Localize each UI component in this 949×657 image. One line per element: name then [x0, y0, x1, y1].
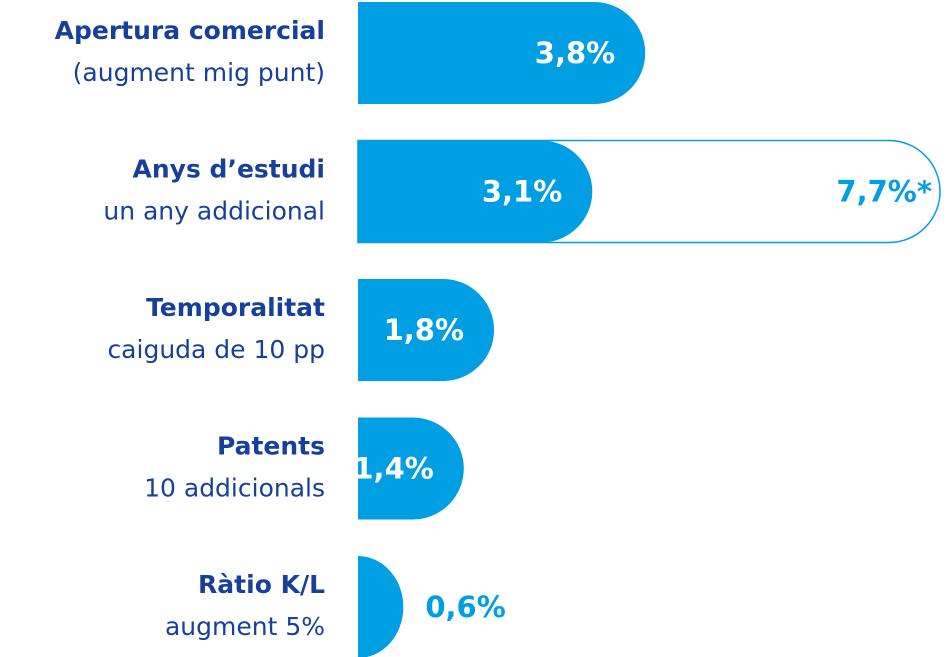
category-name: Ràtio K/L — [198, 570, 325, 599]
value-label: 1,8% — [384, 313, 464, 347]
bar — [358, 556, 404, 657]
category-subtitle: caiguda de 10 pp — [107, 335, 325, 364]
category-subtitle: augment 5% — [165, 612, 325, 641]
value-label: 1,4% — [353, 452, 433, 486]
bar — [358, 140, 593, 243]
value-label: 3,1% — [482, 175, 562, 209]
value-label: 0,6% — [425, 590, 505, 624]
value-label: 7,7%* — [836, 175, 932, 209]
category-name: Patents — [217, 432, 325, 461]
value-label: 3,8% — [535, 36, 615, 70]
category-subtitle: (augment mig punt) — [73, 58, 325, 87]
bar — [358, 2, 646, 104]
category-name: Anys d’estudi — [133, 155, 325, 184]
category-subtitle: un any addicional — [103, 197, 325, 226]
bar — [358, 417, 464, 520]
category-name: Apertura comercial — [55, 16, 325, 45]
category-subtitle: 10 addicionals — [144, 474, 325, 503]
category-name: Temporalitat — [146, 293, 325, 322]
bar — [358, 279, 495, 381]
